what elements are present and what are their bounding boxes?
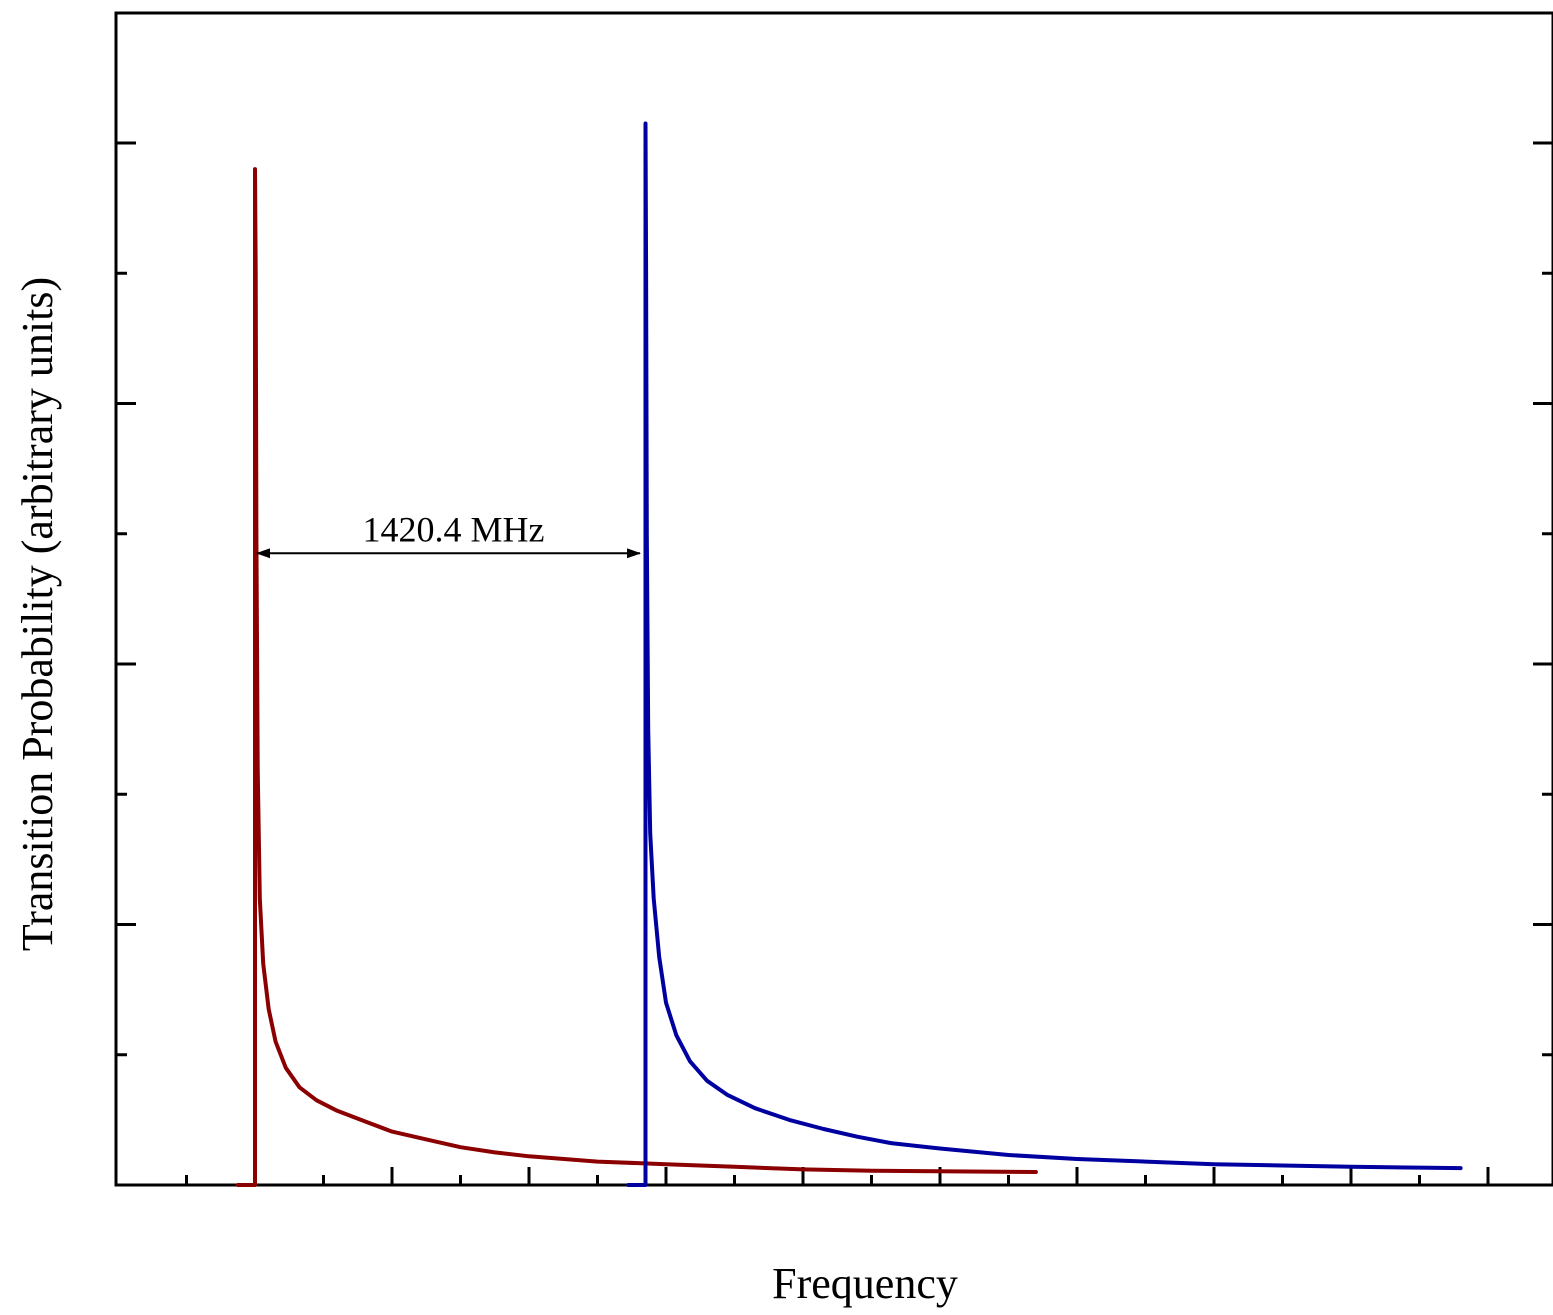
annotation-label: 1420.4 MHz xyxy=(363,509,545,549)
axis-ticks xyxy=(116,141,1553,1185)
plot-frame xyxy=(114,11,1553,1187)
series-line-1 xyxy=(235,167,1038,1187)
series-line-2 xyxy=(626,121,1463,1187)
y-axis-title: Transition Probability (arbitrary units) xyxy=(13,277,62,951)
annotations: 1420.4 MHz xyxy=(256,509,642,559)
series-lines xyxy=(235,121,1463,1187)
x-axis-title: Frequency xyxy=(772,1259,958,1308)
